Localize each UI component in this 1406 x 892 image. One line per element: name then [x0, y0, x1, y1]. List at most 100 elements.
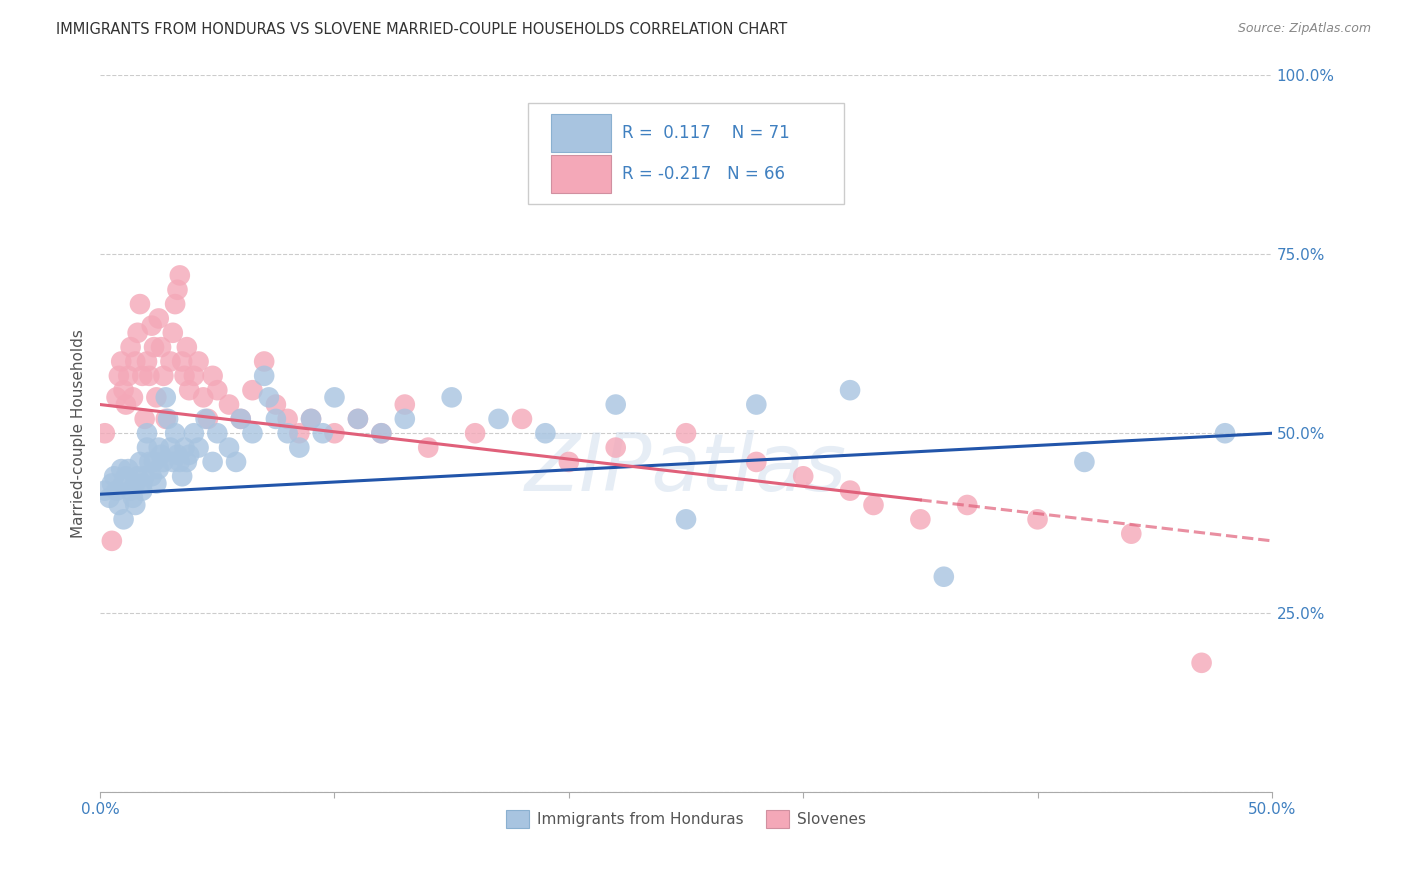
- Point: [464, 426, 486, 441]
- Point: [115, 469, 138, 483]
- Point: [839, 383, 862, 397]
- Point: [932, 570, 955, 584]
- Point: [1191, 656, 1213, 670]
- Point: [143, 455, 166, 469]
- Text: Source: ZipAtlas.com: Source: ZipAtlas.com: [1237, 22, 1371, 36]
- Point: [105, 390, 128, 404]
- Point: [910, 512, 932, 526]
- Point: [127, 469, 149, 483]
- Point: [792, 469, 814, 483]
- Point: [108, 368, 131, 383]
- Point: [112, 476, 135, 491]
- Point: [534, 426, 557, 441]
- Point: [120, 340, 142, 354]
- Point: [264, 398, 287, 412]
- Point: [323, 390, 346, 404]
- Point: [165, 297, 187, 311]
- Point: [440, 390, 463, 404]
- Point: [169, 455, 191, 469]
- Point: [105, 483, 128, 498]
- Text: R =  0.117    N = 71: R = 0.117 N = 71: [621, 124, 789, 142]
- Point: [162, 326, 184, 340]
- Point: [169, 268, 191, 283]
- Point: [194, 412, 217, 426]
- Point: [101, 533, 124, 548]
- Point: [172, 469, 194, 483]
- Point: [347, 412, 370, 426]
- Point: [201, 455, 224, 469]
- Point: [112, 383, 135, 397]
- Point: [675, 512, 697, 526]
- Point: [108, 498, 131, 512]
- Point: [242, 383, 264, 397]
- Point: [488, 412, 510, 426]
- Point: [288, 441, 311, 455]
- Point: [136, 426, 159, 441]
- Point: [605, 441, 627, 455]
- Point: [201, 368, 224, 383]
- Point: [110, 462, 132, 476]
- Point: [122, 491, 145, 505]
- Point: [207, 426, 229, 441]
- Point: [558, 455, 581, 469]
- Point: [141, 469, 163, 483]
- Point: [176, 340, 198, 354]
- Point: [347, 412, 370, 426]
- Point: [312, 426, 335, 441]
- Point: [138, 368, 160, 383]
- Point: [745, 455, 768, 469]
- Point: [323, 426, 346, 441]
- Point: [745, 398, 768, 412]
- Point: [134, 412, 156, 426]
- Point: [370, 426, 392, 441]
- Point: [136, 354, 159, 368]
- Point: [131, 476, 153, 491]
- Point: [394, 398, 416, 412]
- Point: [193, 390, 215, 404]
- Point: [1121, 526, 1143, 541]
- Point: [839, 483, 862, 498]
- Point: [131, 483, 153, 498]
- Point: [218, 398, 240, 412]
- Point: [117, 462, 139, 476]
- Point: [264, 412, 287, 426]
- Point: [183, 426, 205, 441]
- Point: [173, 441, 195, 455]
- Point: [122, 390, 145, 404]
- Point: [242, 426, 264, 441]
- Point: [148, 462, 170, 476]
- Point: [675, 426, 697, 441]
- Point: [145, 476, 167, 491]
- Point: [197, 412, 219, 426]
- Point: [166, 448, 188, 462]
- Point: [129, 297, 152, 311]
- Text: ZIPatlas: ZIPatlas: [524, 430, 846, 508]
- Point: [129, 455, 152, 469]
- Point: [127, 326, 149, 340]
- Point: [394, 412, 416, 426]
- Point: [94, 483, 117, 498]
- Point: [155, 390, 177, 404]
- Point: [159, 354, 181, 368]
- Point: [299, 412, 322, 426]
- Point: [134, 469, 156, 483]
- Y-axis label: Married-couple Households: Married-couple Households: [72, 329, 86, 538]
- Point: [172, 354, 194, 368]
- Point: [183, 368, 205, 383]
- Point: [277, 412, 299, 426]
- Point: [179, 448, 201, 462]
- Point: [101, 476, 124, 491]
- Legend: Immigrants from Honduras, Slovenes: Immigrants from Honduras, Slovenes: [501, 804, 872, 835]
- Text: R = -0.217   N = 66: R = -0.217 N = 66: [621, 165, 785, 183]
- Point: [103, 469, 125, 483]
- Point: [124, 498, 146, 512]
- Text: IMMIGRANTS FROM HONDURAS VS SLOVENE MARRIED-COUPLE HOUSEHOLDS CORRELATION CHART: IMMIGRANTS FROM HONDURAS VS SLOVENE MARR…: [56, 22, 787, 37]
- Point: [115, 398, 138, 412]
- Point: [370, 426, 392, 441]
- Point: [124, 354, 146, 368]
- Point: [173, 368, 195, 383]
- Point: [131, 368, 153, 383]
- Point: [94, 426, 117, 441]
- Point: [187, 441, 209, 455]
- Point: [299, 412, 322, 426]
